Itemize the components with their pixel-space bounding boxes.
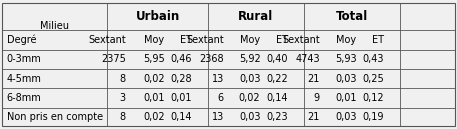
Text: 21: 21 <box>308 112 320 122</box>
Text: ET: ET <box>180 35 192 45</box>
Text: 0,19: 0,19 <box>362 112 384 122</box>
Text: 0,03: 0,03 <box>335 112 356 122</box>
Text: 5,92: 5,92 <box>239 54 260 64</box>
Text: Sextant: Sextant <box>88 35 126 45</box>
Text: 4743: 4743 <box>295 54 320 64</box>
Text: 8: 8 <box>120 74 126 84</box>
Text: 0,14: 0,14 <box>170 112 192 122</box>
Text: Rural: Rural <box>238 10 274 23</box>
Text: 5,93: 5,93 <box>335 54 356 64</box>
Text: 9: 9 <box>314 93 320 103</box>
Text: Moy: Moy <box>336 35 356 45</box>
Text: 0,01: 0,01 <box>170 93 192 103</box>
Text: 0,25: 0,25 <box>362 74 384 84</box>
Text: 5,95: 5,95 <box>143 54 165 64</box>
Text: 0,01: 0,01 <box>335 93 356 103</box>
Text: 0,43: 0,43 <box>362 54 384 64</box>
Text: 0,22: 0,22 <box>266 74 288 84</box>
Text: 2375: 2375 <box>101 54 126 64</box>
Text: 0,46: 0,46 <box>170 54 192 64</box>
Text: 8: 8 <box>120 112 126 122</box>
Text: Moy: Moy <box>144 35 165 45</box>
Text: Total: Total <box>336 10 368 23</box>
Text: Degré: Degré <box>7 34 37 45</box>
Text: 0,14: 0,14 <box>266 93 288 103</box>
Text: 0,03: 0,03 <box>239 112 260 122</box>
Text: Sextant: Sextant <box>186 35 224 45</box>
Text: Sextant: Sextant <box>282 35 320 45</box>
Text: 0,12: 0,12 <box>362 93 384 103</box>
Text: 0-3mm: 0-3mm <box>7 54 42 64</box>
Text: 0,02: 0,02 <box>143 74 165 84</box>
Text: ET: ET <box>372 35 384 45</box>
Text: 0,23: 0,23 <box>266 112 288 122</box>
Text: 6-8mm: 6-8mm <box>7 93 42 103</box>
Text: 0,03: 0,03 <box>335 74 356 84</box>
Text: 3: 3 <box>120 93 126 103</box>
Text: Moy: Moy <box>240 35 260 45</box>
Text: 21: 21 <box>308 74 320 84</box>
Text: Milieu: Milieu <box>40 21 69 31</box>
Text: 0,02: 0,02 <box>239 93 260 103</box>
Text: 0,03: 0,03 <box>239 74 260 84</box>
Text: 0,02: 0,02 <box>143 112 165 122</box>
Text: Non pris en compte: Non pris en compte <box>7 112 103 122</box>
Text: 0,28: 0,28 <box>170 74 192 84</box>
Text: 0,01: 0,01 <box>143 93 165 103</box>
Text: 13: 13 <box>212 74 224 84</box>
Text: 4-5mm: 4-5mm <box>7 74 42 84</box>
Text: 13: 13 <box>212 112 224 122</box>
Text: 0,40: 0,40 <box>266 54 288 64</box>
Text: Urbain: Urbain <box>136 10 180 23</box>
Text: 6: 6 <box>218 93 224 103</box>
Text: 2368: 2368 <box>199 54 224 64</box>
Text: ET: ET <box>276 35 288 45</box>
